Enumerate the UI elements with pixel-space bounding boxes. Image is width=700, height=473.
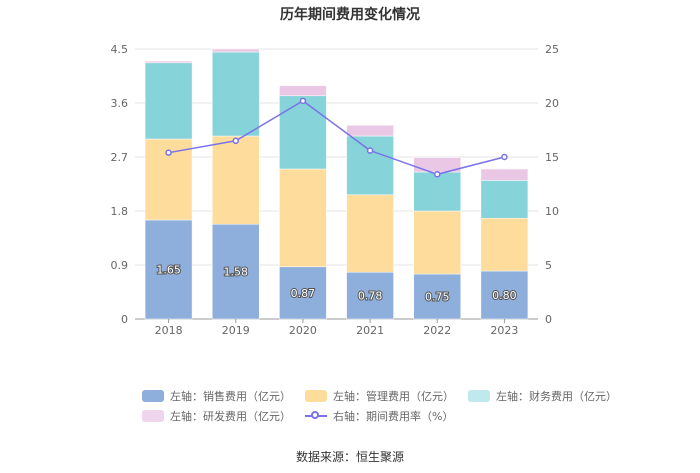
rate-point	[434, 171, 441, 178]
legend-swatch-rate	[305, 410, 327, 422]
data-source: 数据来源：恒生聚源	[295, 450, 404, 464]
right-axis-tick-label: 5	[545, 259, 552, 272]
bar-segment	[480, 168, 529, 181]
bar-segment	[480, 217, 529, 272]
bar-segment	[279, 266, 327, 320]
bar-data-label: 0.87	[291, 287, 316, 300]
bar-segment	[212, 51, 260, 137]
x-axis-tick-label: 2020	[289, 324, 317, 337]
bar-segment	[279, 95, 327, 170]
bar-segment	[212, 48, 260, 53]
legend-label-admin: 左轴：管理费用（亿元）	[333, 390, 454, 403]
right-axis-tick-label: 10	[545, 205, 559, 218]
bar-data-label: 0.75	[425, 291, 450, 304]
legend-row-1: 左轴：销售费用（亿元） 左轴：管理费用（亿元） 左轴：财务费用（亿元）	[142, 388, 631, 404]
bar-segment	[413, 171, 461, 212]
legend-label-sales: 左轴：销售费用（亿元）	[170, 390, 291, 403]
bar-segment	[346, 124, 394, 137]
bar-segment	[480, 180, 529, 219]
bar-segment	[212, 223, 260, 320]
x-axis-tick-label: 2019	[222, 324, 250, 337]
left-axis-tick-label: 4.5	[111, 43, 129, 56]
bar-segment	[144, 62, 193, 140]
chart-title: 历年期间费用变化情况	[280, 7, 420, 23]
bar-segment	[346, 194, 394, 273]
bar-segment	[212, 135, 260, 225]
legend-label-rnd: 左轴：研发费用（亿元）	[170, 410, 291, 423]
legend-dot-rate	[311, 411, 319, 419]
bar-segment	[346, 135, 394, 196]
chart-plot: 0 0.9 1.8 2.7 3.6 4.5 0 5 10 15 20 25 1.65 2018 1.58 20…	[111, 43, 560, 337]
bar-segment	[279, 85, 327, 97]
legend-item-finance[interactable]: 左轴：财务费用（亿元）	[468, 388, 617, 404]
bar-data-label: 0.78	[358, 290, 383, 303]
bar-segment	[144, 60, 193, 64]
bar-data-label: 1.58	[224, 266, 249, 279]
left-axis-tick-label: 3.6	[111, 97, 129, 110]
right-axis-tick-label: 20	[545, 97, 559, 110]
right-axis-tick-label: 15	[545, 151, 559, 164]
legend-item-admin[interactable]: 左轴：管理费用（亿元）	[305, 388, 454, 404]
left-axis-tick-label: 1.8	[111, 205, 129, 218]
legend-item-sales[interactable]: 左轴：销售费用（亿元）	[142, 388, 291, 404]
x-axis-tick-label: 2018	[155, 324, 183, 337]
legend-label-rate: 右轴：期间费用率（%）	[333, 410, 454, 423]
legend-item-rate[interactable]: 右轴：期间费用率（%）	[305, 408, 453, 424]
rate-point	[366, 147, 374, 154]
x-axis-tick-label: 2023	[490, 324, 518, 337]
legend-item-rnd[interactable]: 左轴：研发费用（亿元）	[142, 408, 291, 424]
bar-segment	[279, 168, 327, 268]
rate-point	[232, 137, 239, 145]
left-axis-tick-label: 0.9	[111, 259, 129, 272]
x-axis-tick-label: 2021	[356, 324, 384, 337]
bar-data-label: 0.80	[492, 289, 517, 302]
legend-swatch-admin	[305, 390, 327, 402]
rate-line	[168, 99, 505, 176]
left-axis-tick-label: 2.7	[111, 151, 129, 164]
rate-point	[299, 97, 307, 105]
legend-label-finance: 左轴：财务费用（亿元）	[496, 390, 617, 403]
left-axis-tick-label: 0	[121, 313, 128, 326]
bar-segment	[413, 273, 461, 320]
bar-data-label: 1.65	[156, 264, 181, 277]
right-axis-tick-label: 25	[545, 43, 559, 56]
bar-segment	[413, 210, 461, 275]
bar-segment	[346, 271, 394, 320]
right-axis-tick-label: 0	[545, 313, 552, 326]
rate-point	[501, 153, 508, 161]
legend-swatch-rnd	[142, 410, 164, 422]
legend-swatch-sales	[142, 390, 164, 402]
legend-swatch-finance	[468, 390, 490, 402]
rate-point	[165, 149, 172, 156]
legend-row-2: 左轴：研发费用（亿元） 右轴：期间费用率（%）	[142, 408, 467, 424]
x-axis-tick-label: 2022	[423, 324, 451, 337]
